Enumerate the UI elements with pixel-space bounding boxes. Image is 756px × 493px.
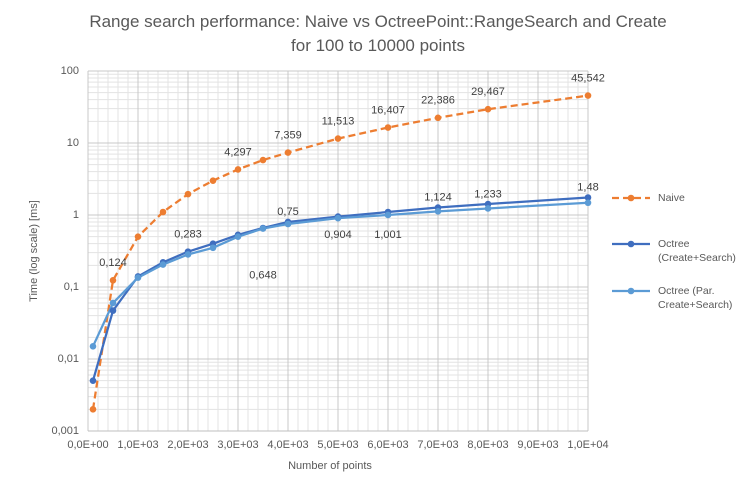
data-point	[259, 156, 267, 164]
data-point	[334, 135, 342, 142]
data-point	[159, 208, 167, 216]
legend-label: Naive	[658, 192, 685, 204]
data-point	[184, 190, 192, 198]
x-tick-label: 6,0E+03	[367, 439, 408, 451]
data-label: 1,48	[577, 182, 598, 194]
data-label: 16,407	[371, 104, 405, 116]
data-point	[484, 105, 492, 113]
data-point	[584, 92, 592, 99]
data-point	[89, 406, 97, 413]
data-point	[109, 299, 117, 307]
data-label: 22,386	[421, 95, 455, 107]
x-tick-label: 1,0E+04	[567, 439, 608, 451]
data-point	[434, 208, 442, 215]
data-point	[284, 149, 292, 156]
data-label: 45,542	[571, 73, 605, 85]
legend-label: Octree (Par. Create+Search)	[658, 285, 733, 311]
data-point	[109, 276, 117, 284]
data-point	[234, 166, 242, 173]
data-point	[284, 220, 292, 228]
data-point	[234, 233, 242, 240]
x-tick-label: 0,0E+00	[67, 439, 108, 451]
y-tick-label: 100	[61, 65, 79, 77]
data-point	[134, 233, 142, 240]
data-point	[89, 377, 97, 384]
data-point	[259, 225, 267, 232]
data-point	[209, 244, 217, 252]
data-label: 1,124	[424, 191, 452, 203]
data-point	[184, 251, 192, 258]
legend-marker	[627, 240, 635, 248]
legend-label: Octree (Create+Search)	[658, 238, 736, 264]
data-label: 11,513	[322, 116, 355, 128]
x-tick-label: 2,0E+03	[167, 439, 208, 451]
data-point	[89, 343, 97, 350]
y-tick-label: 1	[73, 209, 79, 221]
data-point	[134, 274, 142, 281]
x-tick-label: 8,0E+03	[467, 439, 508, 451]
x-axis-label: Number of points	[288, 460, 372, 472]
legend-marker	[627, 287, 635, 295]
x-tick-label: 5,0E+03	[317, 439, 358, 451]
series-line	[91, 94, 589, 410]
data-label: 29,467	[471, 86, 505, 98]
y-tick-label: 0,1	[64, 281, 79, 293]
x-tick-label: 4,0E+03	[267, 439, 308, 451]
data-label: 1,233	[474, 188, 502, 200]
x-tick-label: 3,0E+03	[217, 439, 258, 451]
y-tick-label: 0,001	[51, 425, 79, 437]
chart-title: for 100 to 10000 points	[291, 36, 465, 55]
y-axis-label: Time (log scale) [ms]	[28, 200, 40, 302]
legend-marker	[627, 194, 635, 202]
data-label: 0,283	[174, 228, 202, 240]
x-tick-label: 9,0E+03	[517, 439, 558, 451]
y-tick-label: 0,01	[58, 353, 79, 365]
y-tick-label: 10	[67, 137, 79, 149]
data-point	[209, 177, 217, 184]
data-point	[584, 199, 592, 207]
x-tick-label: 7,0E+03	[417, 439, 458, 451]
series-line	[91, 196, 589, 381]
data-point	[159, 261, 167, 268]
data-point	[334, 214, 342, 222]
data-label: 0,648	[249, 269, 277, 281]
data-point	[384, 211, 392, 219]
data-point	[484, 205, 492, 212]
data-label: 0,75	[277, 206, 298, 218]
chart-title: Range search performance: Naive vs Octre…	[89, 12, 667, 31]
x-tick-label: 1,0E+03	[117, 439, 158, 451]
data-point	[384, 124, 392, 131]
data-point	[584, 194, 592, 201]
data-label: 0,904	[324, 229, 352, 241]
data-point	[434, 114, 442, 122]
series-line	[91, 201, 589, 347]
data-label: 1,001	[374, 229, 402, 241]
data-label: 4,297	[224, 146, 252, 158]
data-label: 0,124	[99, 257, 127, 269]
data-point	[109, 307, 117, 314]
data-label: 7,359	[274, 129, 302, 141]
